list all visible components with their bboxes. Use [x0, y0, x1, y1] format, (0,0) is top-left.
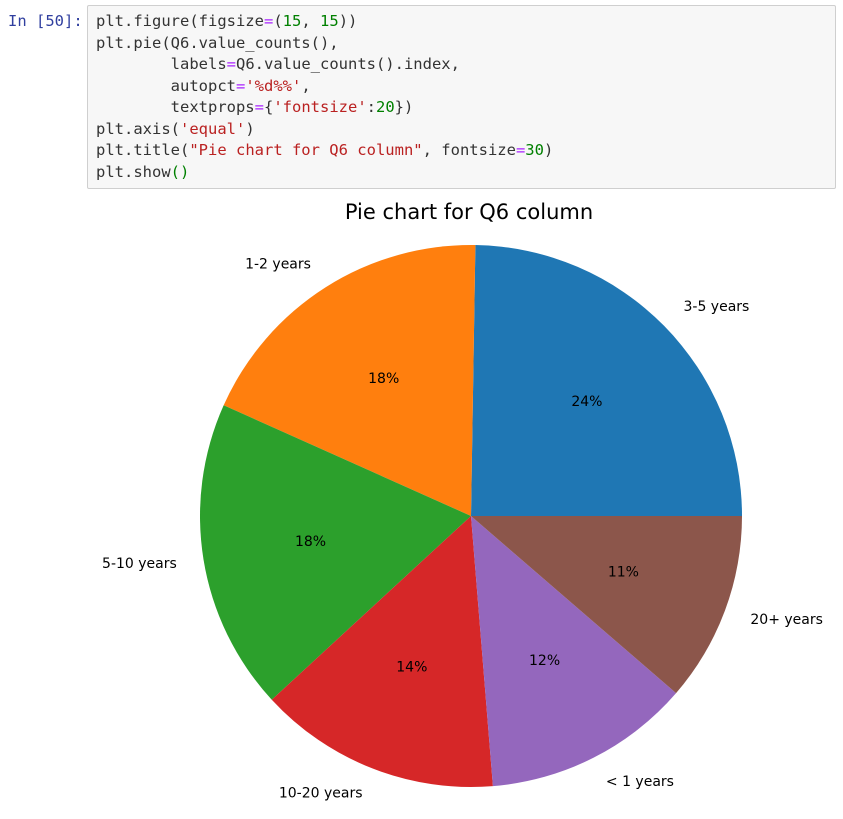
pie-slice	[471, 245, 742, 517]
code-token: plt.title(	[96, 141, 190, 159]
code-token: ()	[170, 162, 190, 181]
code-token: 30	[525, 141, 544, 159]
code-token: })	[394, 98, 414, 116]
code-token: (	[273, 12, 283, 30]
code-line: plt.figure(figsize=(15, 15))	[96, 12, 357, 30]
code-token: 15	[320, 12, 339, 30]
code-line: textprops={'fontsize':20})	[96, 98, 414, 116]
code-token: =	[263, 12, 274, 30]
cell-prompt: In [50]:	[8, 12, 83, 30]
code-line: autopct='%d%%',	[96, 77, 311, 95]
code-line: labels=Q6.value_counts().index,	[96, 55, 460, 73]
pie-slice	[471, 516, 742, 694]
code-token: Q6.value_counts().index,	[236, 55, 460, 73]
code-token: 20	[376, 98, 395, 116]
pie-category-label: 10-20 years	[279, 786, 363, 802]
code-token: autopct	[96, 76, 236, 95]
pie-percent-label: 12%	[529, 653, 560, 669]
code-token: =	[515, 141, 526, 159]
pie-percent-label: 14%	[396, 659, 427, 675]
code-token: 'fontsize'	[273, 98, 367, 116]
code-token: '%d%%'	[245, 76, 302, 95]
pie-slices	[200, 245, 742, 787]
code-line: plt.pie(Q6.value_counts(),	[96, 34, 339, 52]
pie-percent-labels: 24% 18% 18% 14% 12% 11%	[295, 371, 639, 676]
pie-category-label: 20+ years	[750, 612, 823, 628]
pie-percent-label: 18%	[368, 371, 399, 387]
code-token: {	[263, 98, 274, 116]
chart-title: Pie chart for Q6 column	[345, 200, 593, 224]
pie-category-label: 1-2 years	[245, 257, 311, 273]
code-token: ,	[301, 76, 311, 95]
code-token: "Pie chart for Q6 column"	[189, 141, 423, 159]
code-token: textprops	[96, 98, 255, 116]
code-token: =	[235, 76, 246, 95]
code-token: 15	[282, 12, 302, 30]
pie-category-labels: 3-5 years 1-2 years 5-10 years 10-20 years <…	[102, 257, 823, 802]
pie-slice	[200, 405, 471, 700]
code-token: plt.pie(Q6.value_counts(),	[96, 33, 339, 52]
pie-slice	[223, 245, 476, 516]
code-token: , fontsize	[422, 141, 516, 159]
code-token: )	[543, 141, 554, 159]
code-token: ))	[338, 12, 358, 30]
pie-chart: Pie chart for Q6 column 24% 18% 18% 14% 12% 1…	[102, 200, 823, 802]
code-token: =	[254, 98, 264, 116]
pie-slice	[471, 516, 677, 787]
code-token: 'equal'	[180, 119, 246, 138]
code-line: plt.show()	[96, 163, 189, 181]
pie-percent-label: 11%	[608, 565, 639, 581]
code-input[interactable]: plt.figure(figsize=(15, 15)) plt.pie(Q6.…	[96, 11, 553, 183]
code-token: )	[245, 119, 255, 138]
pie-category-label: 3-5 years	[683, 299, 749, 315]
code-line: plt.title("Pie chart for Q6 column", fon…	[96, 141, 553, 159]
code-token: =	[226, 55, 236, 73]
pie-percent-label: 18%	[295, 534, 326, 550]
pie-category-label: 5-10 years	[102, 556, 177, 572]
pie-slice	[271, 516, 493, 787]
code-token: :	[366, 98, 376, 116]
code-token: plt.axis(	[96, 119, 180, 138]
code-token: plt.show	[96, 162, 171, 181]
pie-category-label: < 1 years	[606, 774, 674, 790]
code-token: ,	[301, 12, 321, 30]
code-line: plt.axis('equal')	[96, 120, 255, 138]
code-token: labels	[96, 55, 227, 73]
code-cell[interactable]: plt.figure(figsize=(15, 15)) plt.pie(Q6.…	[87, 5, 836, 189]
figure-output: Pie chart for Q6 column 24% 18% 18% 14% 12% 1…	[0, 190, 843, 814]
code-token: plt.figure(figsize	[96, 12, 264, 30]
pie-percent-label: 24%	[571, 394, 602, 410]
